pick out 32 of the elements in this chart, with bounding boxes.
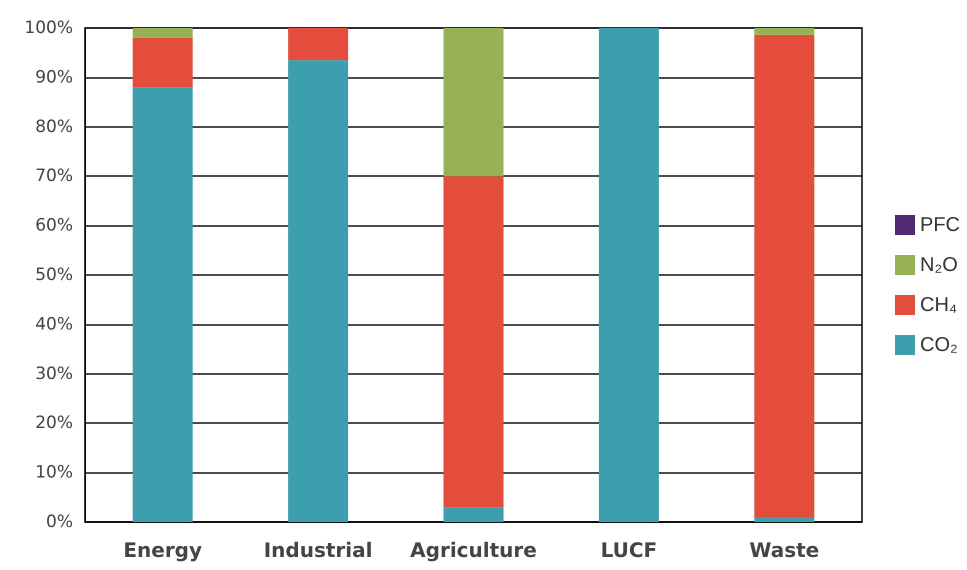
legend-label: CH₄ [920, 294, 958, 316]
bar [444, 176, 504, 508]
y-tick-label: 40% [35, 314, 73, 334]
x-tick-label: Agriculture [410, 538, 537, 562]
x-tick-label: Waste [749, 538, 820, 562]
legend-label: N₂O [920, 254, 958, 276]
y-tick-label: 10% [35, 462, 73, 483]
y-tick-label: 30% [35, 364, 73, 384]
y-tick-label: 80% [35, 116, 73, 137]
y-tick-label: 50% [35, 265, 73, 285]
x-tick-label: LUCF [600, 538, 658, 562]
bar [444, 28, 504, 176]
y-tick-label: 90% [35, 67, 73, 88]
bar [132, 38, 193, 88]
x-tick-label: Energy [123, 538, 202, 562]
y-tick-label: 0% [46, 512, 73, 532]
y-tick-label: 100% [24, 18, 73, 38]
bar [598, 28, 659, 522]
bar [444, 507, 504, 522]
bar [754, 28, 814, 35]
y-tick-label: 60% [35, 216, 73, 236]
legend-label: CO₂ [920, 334, 958, 356]
bar [754, 34, 814, 518]
legend-label: PFC [920, 214, 960, 236]
x-tick-label: Industrial [264, 538, 372, 562]
bar [288, 28, 348, 60]
y-tick-label: 70% [35, 166, 73, 186]
bar [132, 28, 193, 38]
bar [132, 87, 193, 522]
y-tick-label: 20% [35, 413, 73, 434]
bar [288, 60, 348, 522]
bar [754, 517, 814, 522]
